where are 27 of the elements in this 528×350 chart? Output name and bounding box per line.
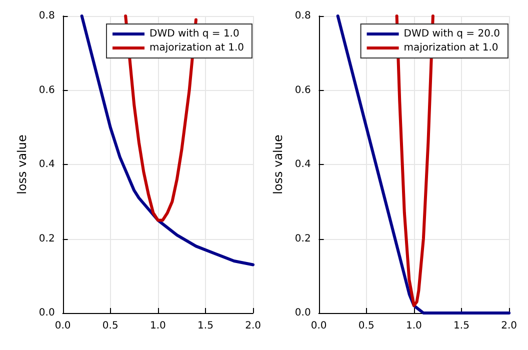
x-tick-label: 1.5 bbox=[454, 320, 470, 332]
y-tick-label: 0.8 bbox=[38, 10, 55, 22]
y-tick-label: 0.6 bbox=[38, 84, 55, 96]
y-tick-label: 0.0 bbox=[294, 308, 311, 318]
x-tick-label: 1.5 bbox=[198, 320, 214, 332]
x-tick-label: 2.0 bbox=[501, 320, 517, 332]
legend-label: DWD with q = 20.0 bbox=[404, 28, 500, 40]
x-tick-label: 2.0 bbox=[245, 320, 261, 332]
x-tick-label: 1.0 bbox=[406, 320, 422, 332]
y-axis-title: loss value bbox=[15, 134, 29, 194]
y-tick-label: 0.6 bbox=[294, 84, 311, 96]
x-tick-label: 0.0 bbox=[310, 320, 327, 332]
legend-label: majorization at 1.0 bbox=[150, 42, 244, 54]
x-tick-label: 0.5 bbox=[358, 320, 374, 332]
y-tick-label: 0.4 bbox=[294, 159, 311, 170]
legend-label: majorization at 1.0 bbox=[404, 42, 498, 54]
y-tick-label: 0.0 bbox=[38, 308, 55, 318]
y-tick-label: 0.8 bbox=[294, 10, 311, 22]
y-tick-label: 0.4 bbox=[38, 159, 55, 170]
y-axis-title: loss value bbox=[271, 134, 285, 194]
line-series bbox=[80, 14, 255, 266]
x-tick-label: 0.0 bbox=[54, 320, 71, 332]
y-tick-label: 0.2 bbox=[38, 233, 55, 244]
x-tick-label: 1.0 bbox=[150, 320, 166, 332]
y-tick-label: 0.2 bbox=[294, 233, 311, 244]
legend-label: DWD with q = 1.0 bbox=[150, 28, 240, 40]
x-tick-label: 0.5 bbox=[102, 320, 118, 332]
